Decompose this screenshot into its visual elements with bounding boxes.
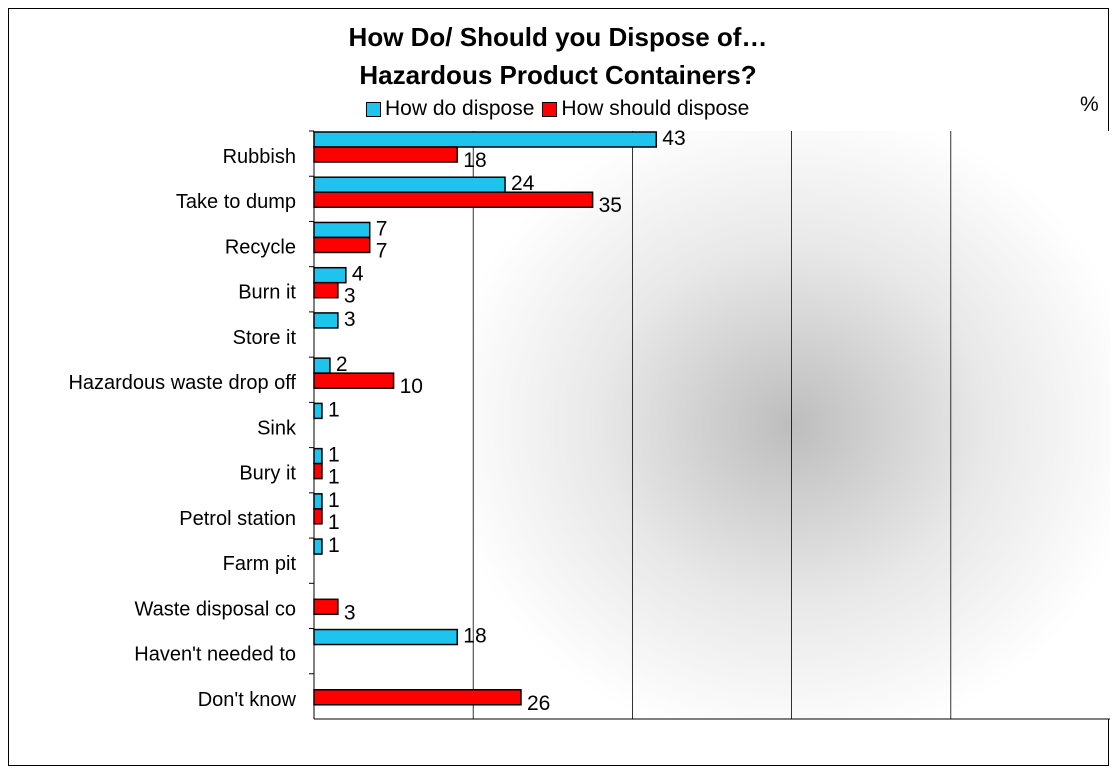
category-label: Don't know (198, 689, 297, 711)
data-label: 26 (527, 692, 550, 715)
legend-item-0: How do dispose (366, 97, 534, 121)
bar (313, 508, 323, 525)
data-label: 35 (599, 194, 622, 217)
category-label: Recycle (225, 236, 296, 258)
data-label: 1 (328, 489, 340, 512)
bar (313, 221, 371, 239)
bar (313, 281, 339, 299)
category-label: Store it (233, 327, 297, 349)
data-label: 1 (328, 444, 340, 467)
data-label: 7 (376, 239, 388, 262)
legend-swatch-0 (366, 101, 381, 117)
chart-title-line-2: Hazardous Product Containers? (359, 60, 757, 90)
legend-swatch-1 (542, 101, 558, 117)
data-label: 24 (511, 172, 535, 195)
bar (313, 312, 339, 329)
bar (313, 447, 323, 465)
category-label: Sink (257, 417, 297, 439)
category-label: Burn it (238, 282, 296, 304)
bar (313, 538, 323, 555)
data-label: 3 (344, 285, 356, 308)
legend-item-1: How should dispose (542, 97, 749, 121)
category-label: Take to dump (176, 191, 296, 213)
bar (313, 372, 395, 389)
bar (313, 402, 323, 420)
data-label: 1 (328, 466, 340, 489)
chart-title-line-1: How Do/ Should you Dispose of… (348, 22, 768, 52)
category-label: Rubbish (223, 146, 296, 168)
data-label: 4 (352, 263, 364, 286)
bar (313, 236, 371, 254)
bar (313, 131, 658, 148)
bar (313, 191, 594, 208)
bar (313, 146, 459, 163)
data-label: 1 (328, 534, 340, 557)
data-label: 1 (328, 511, 340, 534)
data-label: 7 (376, 217, 388, 240)
category-label: Bury it (239, 463, 296, 485)
data-label: 18 (463, 149, 486, 172)
data-label: 18 (463, 625, 486, 648)
data-label: 3 (344, 308, 356, 331)
bar (313, 628, 459, 646)
legend-label-0: How do dispose (385, 97, 535, 120)
category-label: Petrol station (179, 508, 296, 530)
data-label: 1 (328, 398, 340, 421)
bar (313, 266, 347, 284)
category-label: Hazardous waste drop off (68, 372, 296, 394)
bar (313, 357, 331, 374)
category-label: Haven't needed to (134, 644, 296, 666)
category-label: Farm pit (223, 553, 297, 575)
unit-label: % (1080, 93, 1099, 116)
data-label: 43 (662, 127, 685, 150)
data-label: 10 (400, 375, 423, 398)
category-label: Waste disposal co (134, 598, 296, 620)
data-label: 3 (344, 601, 356, 624)
legend-label-1: How should dispose (561, 97, 750, 120)
bar (313, 493, 323, 510)
bar (313, 598, 339, 616)
data-label: 2 (336, 353, 348, 376)
bar (313, 462, 323, 480)
legend: How do dispose How should dispose (366, 97, 757, 121)
bar (313, 176, 506, 193)
bar (313, 689, 522, 706)
